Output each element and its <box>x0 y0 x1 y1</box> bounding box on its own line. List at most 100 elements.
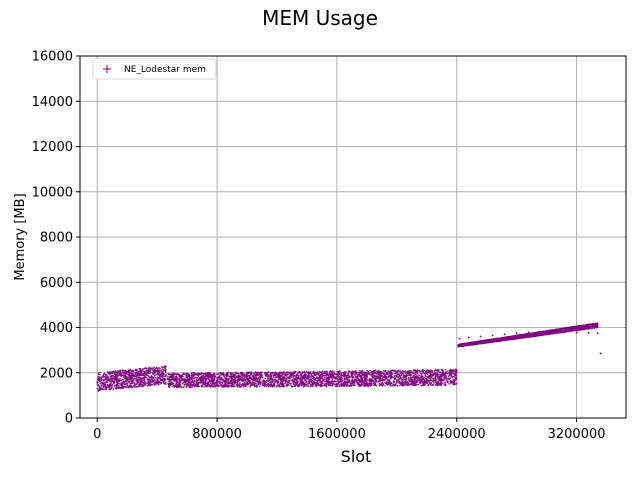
data-point <box>107 378 110 381</box>
data-point <box>423 376 426 379</box>
data-point <box>138 378 141 381</box>
data-point <box>114 387 117 389</box>
data-point <box>133 382 135 384</box>
data-point <box>100 377 102 379</box>
data-point <box>102 384 105 386</box>
data-point <box>162 377 165 380</box>
data-point <box>150 376 153 378</box>
data-point <box>425 375 427 378</box>
data-point <box>111 375 113 377</box>
data-point <box>370 378 373 380</box>
data-point <box>141 380 143 382</box>
data-point <box>154 377 157 379</box>
data-point <box>150 381 153 384</box>
data-point <box>144 382 147 384</box>
data-point <box>127 384 129 387</box>
data-point <box>137 381 140 384</box>
data-point <box>163 380 165 383</box>
data-point <box>115 383 117 386</box>
data-point <box>105 378 107 380</box>
data-point <box>103 375 106 378</box>
data-point <box>423 369 426 372</box>
data-point <box>132 369 135 372</box>
data-point <box>233 385 236 388</box>
data-point <box>236 386 239 388</box>
data-point <box>153 366 155 369</box>
data-point <box>124 374 126 376</box>
data-point <box>136 381 139 384</box>
data-point <box>152 377 154 379</box>
data-point <box>126 382 128 385</box>
data-point <box>449 377 452 379</box>
data-point <box>110 376 113 378</box>
data-point <box>139 368 142 371</box>
data-point <box>107 386 109 388</box>
data-point <box>157 382 159 385</box>
data-point <box>124 380 126 383</box>
data-point <box>106 377 109 379</box>
data-point <box>110 378 112 380</box>
data-point <box>157 367 160 369</box>
data-point <box>149 379 152 382</box>
data-point <box>323 380 326 383</box>
data-point <box>115 373 117 376</box>
data-point <box>445 369 447 371</box>
data-point <box>258 385 261 387</box>
data-point <box>121 369 124 372</box>
data-point <box>116 375 118 378</box>
data-point <box>143 371 146 373</box>
data-point <box>151 371 154 374</box>
data-point <box>262 382 264 385</box>
data-point <box>148 383 150 386</box>
data-point <box>164 378 166 381</box>
data-point <box>129 385 132 388</box>
chart-title: MEM Usage <box>262 6 378 30</box>
data-point <box>130 370 133 373</box>
data-point <box>116 379 118 382</box>
data-point <box>132 377 134 380</box>
data-point <box>145 369 147 372</box>
data-point <box>120 383 123 385</box>
data-point <box>112 388 115 390</box>
data-point <box>146 384 149 387</box>
data-point <box>111 379 114 382</box>
data-point <box>153 372 156 375</box>
data-point <box>117 385 120 388</box>
data-point <box>158 377 160 380</box>
data-point <box>159 374 162 377</box>
data-point <box>105 388 108 391</box>
data-point <box>163 383 166 385</box>
data-point <box>396 385 399 387</box>
data-point <box>160 381 162 384</box>
data-point <box>310 380 313 383</box>
data-point <box>148 384 151 387</box>
data-point <box>135 380 137 382</box>
data-point <box>136 369 138 372</box>
data-point <box>112 371 115 373</box>
data-point <box>141 373 143 376</box>
data-point <box>122 385 125 387</box>
data-point <box>128 378 130 381</box>
data-point <box>157 376 159 379</box>
data-point <box>136 378 139 381</box>
data-point <box>96 387 99 390</box>
data-point <box>154 381 157 384</box>
data-point <box>163 375 165 377</box>
data-point <box>433 370 436 372</box>
data-point <box>130 384 132 387</box>
data-point <box>127 386 130 389</box>
data-point <box>147 369 150 371</box>
data-point <box>148 367 151 369</box>
data-point <box>138 372 140 375</box>
data-point <box>135 383 138 386</box>
data-point <box>164 371 167 373</box>
data-point <box>301 373 304 375</box>
data-point <box>115 371 118 374</box>
data-point <box>99 386 101 389</box>
data-point <box>323 376 326 379</box>
data-point <box>266 378 269 380</box>
data-point <box>105 374 107 377</box>
data-point <box>168 380 170 383</box>
data-point <box>158 367 161 370</box>
